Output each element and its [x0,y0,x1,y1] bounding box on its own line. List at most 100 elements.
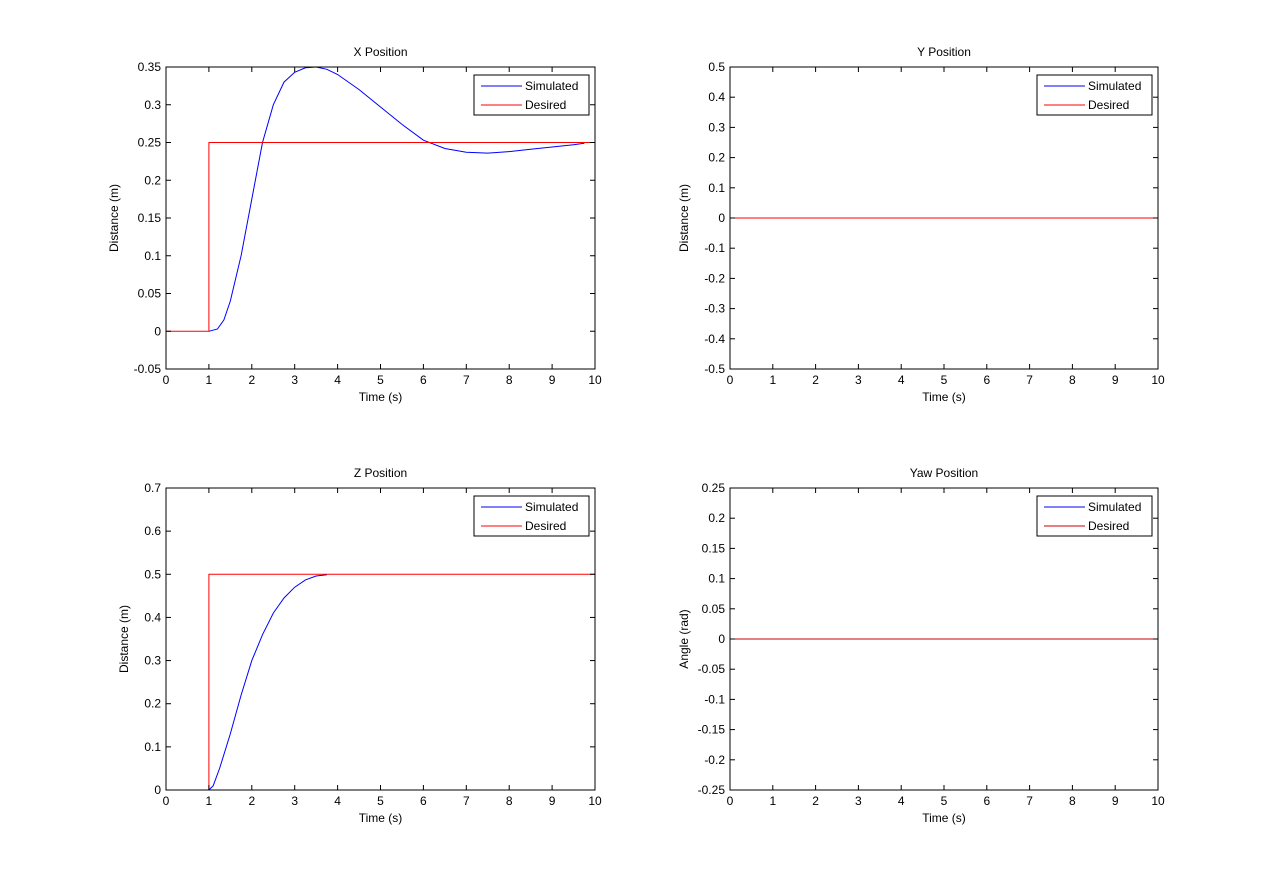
y-tick-label: 0.1 [144,249,161,263]
x-tick-label: 5 [377,794,384,808]
chart-title: Z Position [354,466,407,480]
y-axis-label: Distance (m) [117,605,131,673]
y-tick-label: 0.1 [708,181,725,195]
chart-title: X Position [353,45,407,59]
x-tick-label: 0 [727,373,734,387]
y-tick-label: 0.1 [144,740,161,754]
legend-label-desired: Desired [525,519,566,533]
y-tick-label: 0.3 [708,120,725,134]
x-tick-label: 1 [769,794,776,808]
y-tick-label: 0.15 [702,541,726,555]
legend-box [473,495,590,537]
x-tick-label: 4 [898,794,905,808]
y-tick-label: -0.3 [704,302,725,316]
series-line-simulated [208,66,585,332]
y-tick-label: 0.7 [144,481,161,495]
legend-label-simulated: Simulated [1088,79,1141,93]
x-tick-label: 3 [855,794,862,808]
x-tick-label: 2 [248,794,255,808]
y-tick-label: 0.25 [138,136,162,150]
legend-label-desired: Desired [1088,98,1129,112]
y-tick-label: 0 [154,783,161,797]
x-axis-label: Time (s) [922,811,966,825]
subplot-z-position: 0 1 2 3 4 5 6 7 8 9 10 0 0.1 0.2 0.3 0.4 0.5 0.6 0.7 Z Posi… [117,466,602,825]
x-tick-label: 7 [463,373,470,387]
x-tick-label: 6 [983,373,990,387]
y-tick-label: -0.5 [704,362,725,376]
x-tick-label: 9 [549,373,556,387]
y-axis-label: Distance (m) [107,184,121,252]
x-tick-label: 1 [769,373,776,387]
x-tick-label: 2 [812,373,819,387]
x-tick-label: 1 [206,794,213,808]
x-tick-label: 3 [291,373,298,387]
y-tick-label: 0.05 [138,287,162,301]
subplot-yaw-position: 0 1 2 3 4 5 6 7 8 9 10 -0.25 -0.2 -0.15 -0.1 -0.05 0 0.05… [677,466,1165,825]
x-tick-label: 1 [206,373,213,387]
x-tick-label: 5 [377,373,384,387]
y-tick-label: 0.4 [708,90,725,104]
x-tick-label: 8 [1069,373,1076,387]
x-tick-label: 6 [983,794,990,808]
x-tick-label: 8 [1069,794,1076,808]
x-tick-label: 9 [549,794,556,808]
legend-label-desired: Desired [525,98,566,112]
x-tick-label: 3 [291,794,298,808]
y-tick-label: 0.15 [138,211,162,225]
x-tick-label: 4 [334,373,341,387]
x-tick-label: 7 [463,794,470,808]
y-tick-label: 0.2 [144,173,161,187]
legend-box [1036,495,1153,537]
y-tick-label: 0.3 [144,654,161,668]
x-tick-label: 5 [941,794,948,808]
legend: Simulated Desired [473,74,590,116]
legend-label-desired: Desired [1088,519,1129,533]
y-tick-label: -0.2 [704,271,725,285]
x-tick-label: 0 [727,794,734,808]
x-tick-label: 9 [1112,794,1119,808]
y-tick-label: 0.5 [708,60,725,74]
y-tick-label: -0.15 [698,723,726,737]
y-tick-label: -0.25 [698,783,726,797]
y-axis-label: Distance (m) [677,184,691,252]
legend-box [473,74,590,116]
x-tick-label: 7 [1026,373,1033,387]
x-axis-label: Time (s) [359,811,403,825]
y-tick-label: 0.3 [144,98,161,112]
plot-area [166,488,595,790]
y-tick-label: 0.25 [702,481,726,495]
x-tick-label: 4 [334,794,341,808]
y-tick-label: -0.1 [704,241,725,255]
subplot-x-position: 0 1 2 3 4 5 6 7 8 9 10-0.0500.050.10.150.20.250.30… [107,45,602,404]
x-tick-label: 8 [506,373,513,387]
y-tick-label: -0.1 [704,692,725,706]
x-tick-label: 9 [1112,373,1119,387]
x-tick-label: 7 [1026,794,1033,808]
y-tick-label: 0.2 [144,697,161,711]
y-tick-label: 0.35 [138,60,162,74]
y-tick-label: 0 [718,632,725,646]
x-tick-label: 4 [898,373,905,387]
x-tick-label: 5 [941,373,948,387]
x-axis-label: Time (s) [359,390,403,404]
y-tick-label: 0.2 [708,151,725,165]
y-tick-label: 0.6 [144,524,161,538]
x-tick-label: 10 [588,794,602,808]
y-tick-label: -0.05 [134,362,162,376]
plot-area [166,67,595,369]
chart-title: Yaw Position [910,466,978,480]
legend-label-simulated: Simulated [525,500,578,514]
legend: Simulated Desired [1036,74,1153,116]
x-tick-label: 3 [855,373,862,387]
y-tick-label: 0.05 [702,602,726,616]
subplot-y-position: 0 1 2 3 4 5 6 7 8 9 10 -0.5 -0.4 -0.3 -0.2 -0.1 0 0.1 0.2 0… [677,45,1165,404]
legend: Simulated Desired [1036,495,1153,537]
y-tick-label: -0.05 [698,662,726,676]
x-tick-label: 8 [506,794,513,808]
legend-label-simulated: Simulated [525,79,578,93]
x-tick-label: 6 [420,373,427,387]
y-tick-label: 0.2 [708,511,725,525]
chart-title: Y Position [917,45,971,59]
y-tick-label: 0.5 [144,567,161,581]
x-tick-label: 0 [163,794,170,808]
